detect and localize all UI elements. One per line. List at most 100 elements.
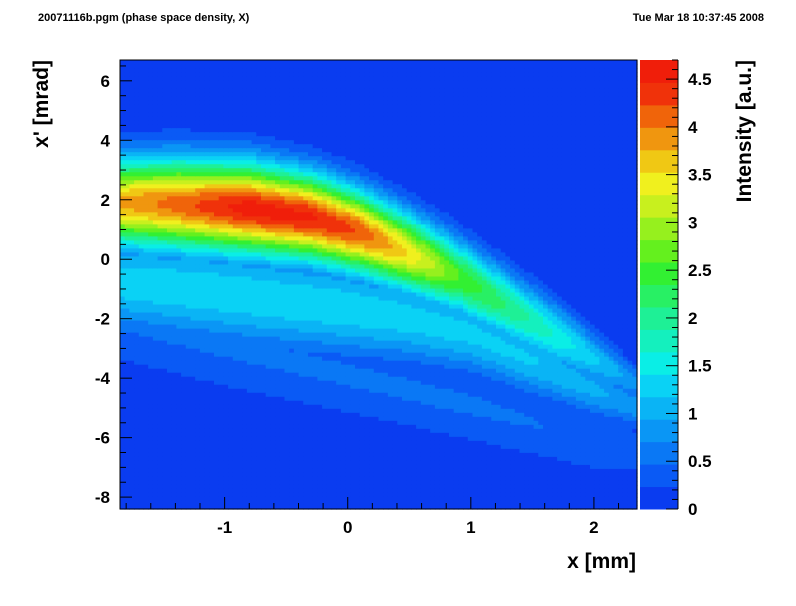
heatmap-cell [275, 376, 281, 382]
heatmap-cell [209, 248, 215, 254]
heatmap-cell [185, 148, 192, 153]
heatmap-cell [322, 484, 328, 490]
heatmap-cell [265, 492, 271, 498]
heatmap-cell [129, 296, 135, 302]
heatmap-cell [298, 80, 304, 85]
heatmap-cell [289, 224, 295, 229]
heatmap-cell [148, 448, 154, 454]
heatmap-cell [279, 304, 286, 310]
heatmap-cell [143, 148, 149, 153]
heatmap-cell [279, 152, 286, 157]
heatmap-cell [218, 288, 224, 294]
heatmap-cell [275, 280, 281, 286]
heatmap-cell [265, 496, 271, 502]
heatmap-cell [289, 492, 295, 498]
heatmap-cell [218, 256, 224, 262]
heatmap-cell [134, 132, 140, 137]
heatmap-cell [223, 388, 229, 394]
heatmap-cell [242, 224, 248, 229]
heatmap-cell [152, 256, 159, 262]
heatmap-cell [157, 136, 163, 141]
heatmap-cell [317, 436, 323, 442]
heatmap-cell [214, 356, 220, 362]
heatmap-cell [167, 324, 173, 330]
heatmap-cell [284, 224, 290, 229]
heatmap-cell [298, 292, 304, 298]
heatmap-cell [279, 216, 286, 221]
heatmap-cell [251, 124, 257, 129]
heatmap-cell [162, 296, 168, 302]
heatmap-cell [270, 268, 276, 274]
heatmap-cell [171, 212, 177, 217]
heatmap-cell [251, 160, 257, 165]
heatmap-cell [143, 64, 149, 69]
heatmap-cell [199, 96, 206, 101]
heatmap-cell [246, 88, 253, 93]
heatmap-cell [242, 156, 248, 161]
heatmap-cell [134, 292, 140, 298]
heatmap-cell [308, 196, 314, 201]
heatmap-cell [289, 188, 295, 193]
heatmap-cell [317, 396, 323, 402]
heatmap-cell [246, 304, 253, 310]
heatmap-cell [162, 84, 168, 89]
heatmap-cell [157, 132, 163, 137]
heatmap-cell [138, 188, 145, 193]
heatmap-cell [171, 204, 177, 209]
heatmap-cell [223, 164, 229, 169]
heatmap-cell [251, 268, 257, 274]
heatmap-cell [148, 140, 154, 145]
heatmap-cell [171, 456, 177, 462]
heatmap-cell [270, 412, 276, 418]
heatmap-cell [308, 304, 314, 310]
heatmap-cell [190, 360, 196, 366]
heatmap-cell [148, 252, 154, 258]
heatmap-cell [176, 440, 182, 446]
heatmap-cell [204, 496, 210, 502]
heatmap-cell [138, 268, 145, 274]
heatmap-cell [134, 360, 140, 366]
heatmap-cell [143, 324, 149, 330]
heatmap-cell [214, 112, 220, 117]
heatmap-cell [232, 252, 239, 258]
heatmap-cell [298, 340, 304, 346]
heatmap-cell [237, 152, 243, 157]
heatmap-cell [190, 368, 196, 374]
heatmap-cell [289, 412, 295, 418]
heatmap-cell [162, 72, 168, 77]
heatmap-cell [143, 132, 149, 137]
heatmap-cell [242, 200, 248, 205]
heatmap-cell [279, 352, 286, 358]
heatmap-cell [218, 428, 224, 434]
heatmap-cell [167, 384, 173, 390]
heatmap-cell [251, 388, 257, 394]
heatmap-cell [279, 88, 286, 93]
heatmap-cell [162, 112, 168, 117]
heatmap-cell [312, 284, 318, 290]
heatmap-cell [218, 96, 224, 101]
heatmap-cell [199, 460, 206, 466]
heatmap-cell [124, 368, 130, 374]
heatmap-cell [237, 312, 243, 318]
heatmap-cell [120, 232, 126, 237]
heatmap-cell [232, 224, 239, 229]
heatmap-cell [275, 396, 281, 402]
heatmap-cell [190, 92, 196, 97]
heatmap-cell [204, 260, 210, 266]
heatmap-cell [242, 152, 248, 157]
heatmap-cell [303, 316, 309, 322]
heatmap-cell [251, 84, 257, 89]
heatmap-cell [312, 220, 318, 225]
heatmap-cell [298, 124, 304, 129]
heatmap-cell [138, 116, 145, 121]
heatmap-cell [275, 168, 281, 173]
heatmap-cell [171, 484, 177, 490]
heatmap-cell [209, 200, 215, 205]
heatmap-cell [298, 156, 304, 161]
heatmap-cell [195, 228, 201, 233]
heatmap-cell [265, 336, 271, 342]
heatmap-cell [270, 160, 276, 165]
heatmap-cell [275, 124, 281, 129]
heatmap-cell [129, 320, 135, 326]
heatmap-cell [293, 420, 300, 426]
